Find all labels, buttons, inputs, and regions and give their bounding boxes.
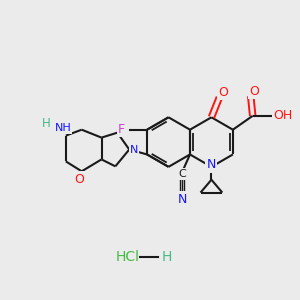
Text: N: N <box>177 193 187 206</box>
Text: NH: NH <box>55 123 71 133</box>
Text: F: F <box>118 123 125 136</box>
Text: N: N <box>130 145 138 154</box>
Text: C: C <box>178 169 186 179</box>
Text: OH: OH <box>273 109 292 122</box>
Text: O: O <box>218 86 228 99</box>
Text: O: O <box>250 85 260 98</box>
Text: H: H <box>162 250 172 264</box>
Text: N: N <box>207 158 216 171</box>
Text: O: O <box>74 173 84 186</box>
Text: H: H <box>42 117 50 130</box>
Text: HCl: HCl <box>115 250 139 264</box>
